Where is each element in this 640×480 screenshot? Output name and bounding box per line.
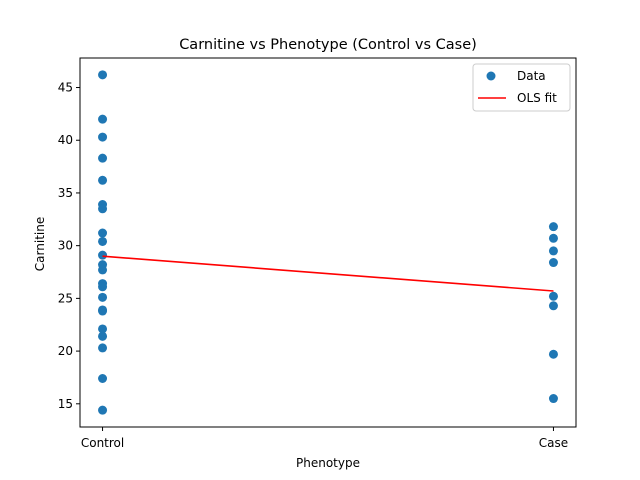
data-point: [98, 265, 108, 275]
data-point: [98, 374, 108, 384]
legend-box: [472, 63, 571, 112]
y-tick-label: 15: [58, 397, 73, 411]
legend-marker-data: [486, 71, 496, 81]
y-tick-label: 20: [58, 344, 73, 358]
y-tick-label: 25: [58, 291, 73, 305]
data-point: [548, 301, 558, 311]
data-point: [98, 228, 108, 238]
data-point: [548, 291, 558, 301]
data-point: [98, 204, 108, 214]
data-point: [98, 331, 108, 341]
data-point: [548, 246, 558, 256]
legend-label-ols-fit: OLS fit: [517, 91, 557, 105]
y-tick-label: 45: [58, 81, 73, 95]
ols-fit-line: [102, 255, 554, 292]
chart-title: Carnitine vs Phenotype (Control vs Case): [179, 37, 477, 53]
data-point: [98, 250, 108, 260]
data-point: [548, 349, 558, 359]
axes-frame: [79, 57, 577, 428]
data-point: [98, 132, 108, 142]
data-point: [98, 292, 108, 302]
data-point: [98, 236, 108, 246]
data-point: [98, 306, 108, 316]
y-tick-label: 40: [58, 133, 73, 147]
data-point: [98, 343, 108, 353]
x-axis-label: Phenotype: [296, 456, 360, 470]
y-tick-label: 30: [58, 239, 73, 253]
data-point: [98, 114, 108, 124]
data-point: [548, 394, 558, 404]
data-point: [548, 233, 558, 243]
legend-label-data: Data: [517, 69, 546, 83]
data-point: [98, 70, 108, 80]
data-point: [98, 324, 108, 334]
x-tick-label: Case: [539, 436, 568, 450]
data-point: [98, 153, 108, 163]
x-tick-label: Control: [81, 436, 124, 450]
data-point: [98, 282, 108, 292]
data-point: [98, 405, 108, 415]
legend: Data OLS fit: [472, 63, 571, 112]
y-axis-label: Carnitine: [33, 217, 47, 271]
data-point: [548, 222, 558, 232]
data-point: [98, 175, 108, 185]
data-point: [548, 258, 558, 268]
plot-area: 15 20 25 30 35 40 45 Control Case: [58, 57, 577, 450]
y-tick-label: 35: [58, 186, 73, 200]
